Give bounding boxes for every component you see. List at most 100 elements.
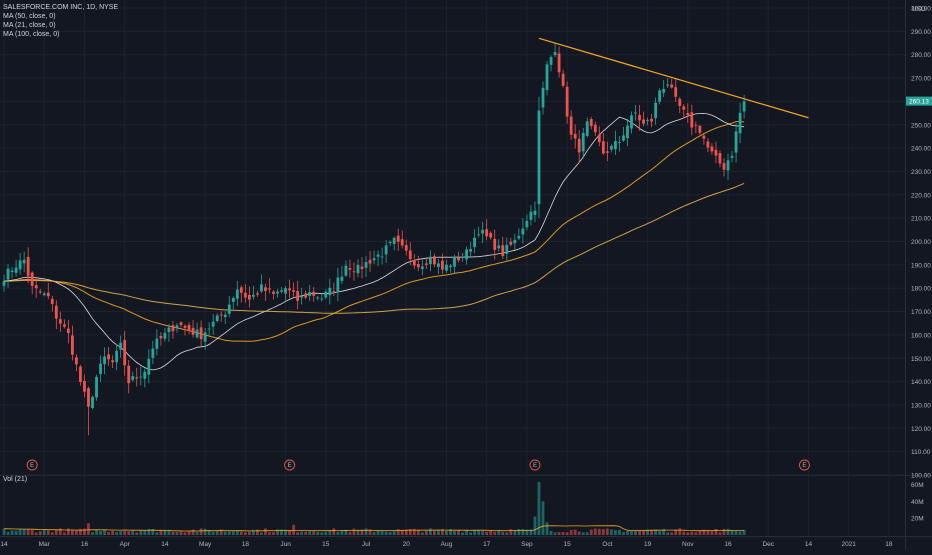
volume-bar bbox=[288, 530, 292, 535]
candle-body bbox=[706, 141, 710, 148]
candle-body bbox=[356, 264, 360, 274]
volume-bar bbox=[654, 529, 658, 535]
candle-body bbox=[569, 116, 573, 135]
time-tick-label: May bbox=[199, 541, 212, 548]
candle-body bbox=[179, 322, 183, 325]
candle-body bbox=[79, 366, 82, 382]
price-tick-label: 270.00 bbox=[911, 76, 931, 83]
volume-bar bbox=[509, 529, 513, 535]
volume-bar bbox=[312, 531, 316, 535]
earnings-marker bbox=[26, 459, 38, 471]
candle-body bbox=[304, 293, 308, 298]
candle-body bbox=[251, 294, 255, 297]
candle-body bbox=[364, 262, 368, 268]
time-tick-label: 14 bbox=[161, 541, 169, 548]
volume-bar bbox=[227, 530, 231, 535]
candle-body bbox=[368, 259, 372, 264]
chart-legend: SALESFORCE.COM INC, 1D, NYSE MA (50, clo… bbox=[3, 3, 118, 39]
candle-body bbox=[147, 358, 151, 375]
volume-bar bbox=[553, 532, 557, 535]
volume-bar bbox=[219, 529, 223, 535]
ma100-legend[interactable]: MA (100, close, 0) bbox=[3, 31, 60, 38]
volume-bar bbox=[292, 524, 296, 535]
volume-bar bbox=[738, 531, 742, 535]
volume-bar bbox=[646, 529, 649, 535]
volume-bar bbox=[147, 529, 151, 535]
candle-body bbox=[412, 259, 416, 266]
volume-bar bbox=[175, 531, 179, 535]
volume-bar bbox=[445, 530, 448, 535]
volume-bar bbox=[432, 529, 436, 535]
candle-body bbox=[477, 234, 481, 236]
volume-bar bbox=[412, 528, 416, 535]
volume-bar bbox=[91, 532, 94, 535]
volume-bar bbox=[364, 528, 368, 535]
volume-bar bbox=[62, 532, 66, 535]
candle-body bbox=[589, 118, 593, 126]
candle-body bbox=[99, 363, 102, 374]
volume-bar bbox=[537, 481, 541, 535]
candle-body bbox=[324, 291, 328, 298]
candle-body bbox=[650, 118, 654, 122]
volume-bar bbox=[505, 532, 509, 535]
volume-bar bbox=[103, 529, 106, 535]
volume-bar bbox=[461, 532, 464, 535]
candle-body bbox=[22, 259, 26, 264]
volume-bar bbox=[268, 532, 271, 535]
volume-bar bbox=[340, 530, 344, 535]
candle-body bbox=[203, 332, 207, 342]
time-tick-label: Jun bbox=[280, 541, 291, 548]
price-tick-label: 250.00 bbox=[911, 122, 931, 129]
candle-body bbox=[457, 257, 460, 261]
price-tick-label: 130.00 bbox=[911, 402, 931, 409]
volume-bar bbox=[344, 529, 348, 535]
time-tick-label: 15 bbox=[322, 541, 330, 548]
volume-ma-line bbox=[3, 525, 745, 532]
volume-bar bbox=[678, 528, 682, 535]
candle-body bbox=[432, 256, 436, 265]
volume-bar bbox=[706, 529, 710, 535]
volume-bar bbox=[75, 530, 78, 535]
volume-bar bbox=[264, 528, 267, 535]
candle-body bbox=[646, 120, 649, 122]
candle-body bbox=[372, 258, 376, 261]
candle-body bbox=[557, 53, 561, 73]
volume-bar bbox=[243, 532, 247, 535]
candle-body bbox=[199, 327, 203, 340]
price-tick-label: 180.00 bbox=[911, 286, 931, 293]
candle-body bbox=[75, 357, 78, 365]
volume-legend[interactable]: Vol (21) bbox=[3, 476, 28, 483]
candle-body bbox=[243, 292, 247, 298]
candle-body bbox=[191, 327, 195, 335]
candle-body bbox=[726, 160, 730, 171]
candle-body bbox=[91, 396, 94, 409]
volume-bar bbox=[276, 529, 279, 535]
ma50-legend[interactable]: MA (50, close, 0) bbox=[3, 13, 56, 20]
volume-bar bbox=[690, 531, 694, 535]
symbol-title[interactable]: SALESFORCE.COM INC, 1D, NYSE bbox=[3, 4, 119, 11]
candle-body bbox=[388, 241, 392, 244]
volume-bar bbox=[155, 532, 159, 535]
candle-body bbox=[135, 377, 139, 379]
candle-body bbox=[223, 314, 227, 318]
volume-bar bbox=[658, 531, 662, 535]
volume-bar bbox=[159, 530, 163, 535]
volume-bar bbox=[30, 529, 34, 535]
candle-body bbox=[545, 64, 549, 90]
ma21-legend[interactable]: MA (21, close, 0) bbox=[3, 22, 56, 29]
candle-body bbox=[18, 260, 22, 270]
time-tick-label: 17 bbox=[483, 541, 491, 548]
earnings-marker bbox=[798, 459, 810, 471]
candle-body bbox=[308, 292, 312, 296]
candle-body bbox=[718, 153, 722, 164]
volume-bar bbox=[642, 529, 645, 535]
volume-bar bbox=[392, 530, 396, 535]
volume-bar bbox=[533, 516, 537, 535]
candle-body bbox=[461, 256, 464, 258]
candle-body bbox=[187, 325, 191, 331]
time-tick-label: Dec bbox=[762, 541, 774, 548]
volume-bar bbox=[589, 529, 593, 535]
candle-body bbox=[175, 325, 179, 329]
candle-body bbox=[219, 314, 223, 316]
candle-body bbox=[284, 288, 287, 294]
